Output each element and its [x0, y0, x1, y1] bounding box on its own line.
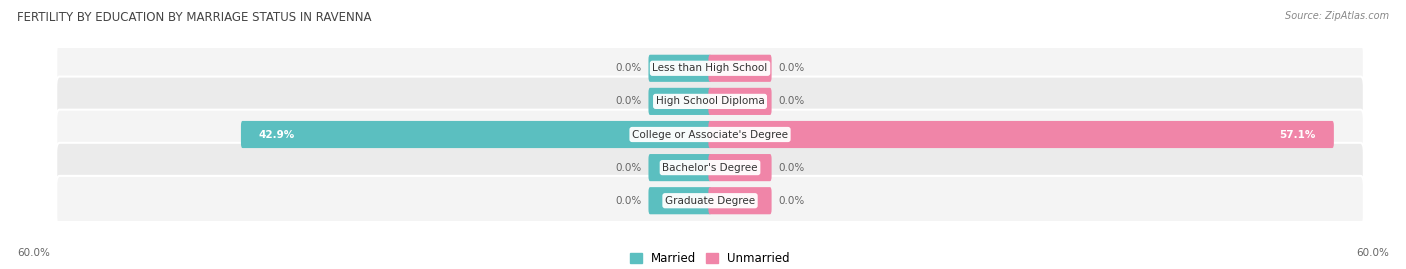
Text: Less than High School: Less than High School [652, 63, 768, 73]
FancyBboxPatch shape [56, 110, 1364, 159]
Text: 0.0%: 0.0% [779, 96, 804, 107]
Text: FERTILITY BY EDUCATION BY MARRIAGE STATUS IN RAVENNA: FERTILITY BY EDUCATION BY MARRIAGE STATU… [17, 11, 371, 24]
FancyBboxPatch shape [709, 154, 772, 181]
FancyBboxPatch shape [648, 55, 711, 82]
Text: 42.9%: 42.9% [259, 129, 295, 140]
FancyBboxPatch shape [648, 154, 711, 181]
FancyBboxPatch shape [56, 176, 1364, 225]
Text: 0.0%: 0.0% [779, 196, 804, 206]
Text: College or Associate's Degree: College or Associate's Degree [633, 129, 787, 140]
FancyBboxPatch shape [648, 187, 711, 214]
Text: 0.0%: 0.0% [616, 196, 641, 206]
FancyBboxPatch shape [709, 55, 772, 82]
Text: Bachelor's Degree: Bachelor's Degree [662, 162, 758, 173]
FancyBboxPatch shape [648, 88, 711, 115]
Text: High School Diploma: High School Diploma [655, 96, 765, 107]
FancyBboxPatch shape [709, 121, 1334, 148]
FancyBboxPatch shape [709, 187, 772, 214]
Text: 0.0%: 0.0% [616, 162, 641, 173]
Text: 0.0%: 0.0% [779, 63, 804, 73]
Text: Source: ZipAtlas.com: Source: ZipAtlas.com [1285, 11, 1389, 21]
Text: 0.0%: 0.0% [779, 162, 804, 173]
FancyBboxPatch shape [709, 88, 772, 115]
FancyBboxPatch shape [56, 77, 1364, 126]
Text: 57.1%: 57.1% [1279, 129, 1316, 140]
FancyBboxPatch shape [240, 121, 711, 148]
Text: 0.0%: 0.0% [616, 96, 641, 107]
FancyBboxPatch shape [56, 44, 1364, 93]
Text: 60.0%: 60.0% [1357, 248, 1389, 258]
Text: 0.0%: 0.0% [616, 63, 641, 73]
Text: Graduate Degree: Graduate Degree [665, 196, 755, 206]
Text: 60.0%: 60.0% [17, 248, 49, 258]
Legend: Married, Unmarried: Married, Unmarried [626, 247, 794, 269]
FancyBboxPatch shape [56, 143, 1364, 192]
